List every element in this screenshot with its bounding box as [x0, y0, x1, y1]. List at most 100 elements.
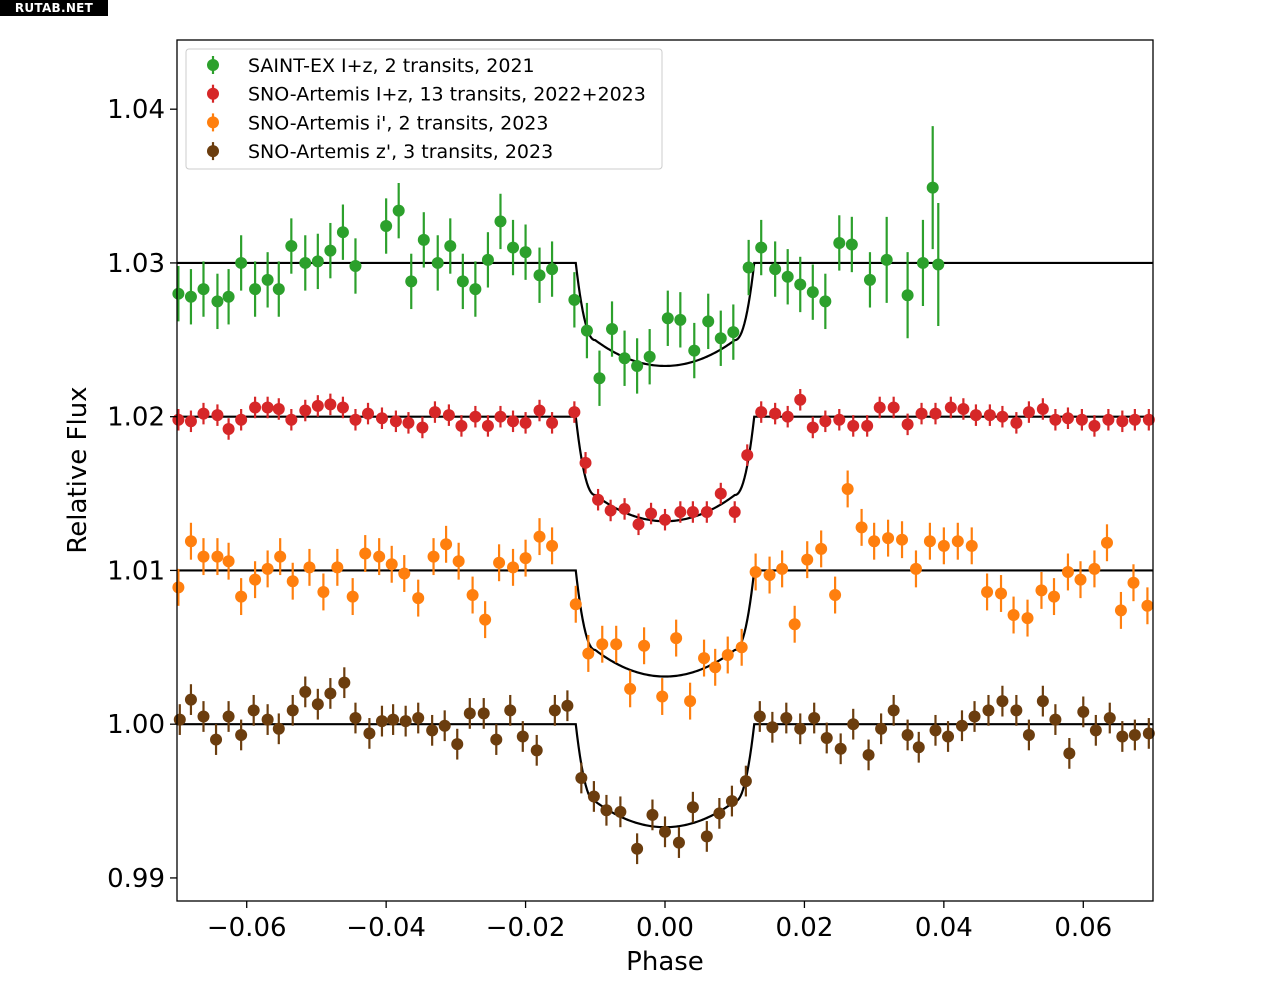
point-marker: [494, 410, 507, 423]
point-marker: [451, 738, 464, 751]
data-point: [727, 304, 740, 360]
point-marker: [896, 533, 909, 546]
point-marker: [714, 332, 727, 345]
data-point: [957, 398, 970, 420]
data-point: [222, 418, 235, 440]
point-marker: [735, 641, 748, 654]
point-marker: [656, 690, 669, 703]
legend-marker: [207, 145, 219, 158]
data-point: [769, 402, 782, 425]
point-marker: [197, 407, 210, 420]
data-point: [951, 522, 964, 560]
data-point: [172, 568, 185, 606]
point-marker: [519, 416, 532, 429]
data-point: [533, 399, 546, 422]
data-point: [901, 413, 914, 436]
point-marker: [968, 710, 981, 723]
data-point: [739, 765, 752, 797]
data-point: [299, 235, 312, 291]
data-point: [363, 718, 376, 749]
data-point: [659, 816, 671, 848]
data-point: [968, 701, 981, 732]
point-marker: [806, 421, 819, 434]
point-marker: [479, 613, 492, 626]
point-marker: [916, 256, 929, 269]
legend-marker: [207, 116, 219, 129]
point-marker: [915, 407, 928, 420]
point-marker: [1128, 728, 1141, 741]
data-point: [493, 544, 506, 582]
data-point: [604, 499, 617, 522]
point-marker: [1061, 412, 1074, 425]
data-point: [659, 508, 671, 531]
point-marker: [801, 553, 814, 566]
point-marker: [1103, 712, 1116, 725]
data-point: [272, 261, 285, 317]
point-marker: [375, 412, 388, 425]
data-point: [1036, 398, 1049, 420]
data-point: [788, 605, 801, 643]
point-marker: [969, 409, 982, 422]
point-marker: [604, 504, 617, 517]
data-point: [504, 694, 517, 726]
data-point: [261, 550, 274, 588]
data-point: [996, 405, 1009, 428]
data-point: [375, 705, 388, 737]
point-marker: [725, 795, 738, 808]
data-point: [834, 733, 847, 765]
data-point: [582, 635, 595, 672]
point-marker: [261, 713, 274, 726]
data-point: [1061, 553, 1074, 591]
data-point: [1022, 719, 1035, 751]
data-point: [533, 247, 546, 303]
point-marker: [481, 253, 494, 266]
data-point: [1142, 718, 1155, 749]
point-marker: [741, 449, 754, 462]
point-marker: [674, 506, 687, 519]
data-point: [1074, 561, 1087, 599]
point-marker: [684, 695, 697, 708]
data-point: [833, 409, 846, 431]
point-marker: [172, 413, 185, 426]
point-marker: [331, 561, 344, 574]
point-marker: [855, 521, 868, 534]
point-marker: [359, 547, 372, 560]
data-point: [311, 688, 324, 720]
point-marker: [184, 290, 197, 303]
data-point: [700, 501, 713, 523]
point-marker: [516, 730, 529, 743]
data-point: [901, 719, 914, 751]
point-marker: [324, 398, 337, 411]
point-marker: [530, 744, 543, 757]
point-marker: [624, 682, 637, 695]
data-point: [402, 412, 415, 434]
point-marker: [1048, 590, 1061, 603]
point-marker: [887, 704, 900, 717]
data-point: [983, 404, 996, 426]
point-marker: [490, 733, 503, 746]
point-marker: [338, 676, 351, 689]
point-marker: [659, 825, 671, 838]
data-point: [753, 701, 766, 732]
point-marker: [362, 407, 375, 420]
data-point: [184, 522, 197, 560]
point-marker: [197, 550, 210, 563]
point-marker: [1114, 604, 1127, 617]
data-point: [546, 241, 559, 297]
point-marker: [405, 275, 418, 288]
data-point: [674, 292, 687, 348]
point-marker: [951, 535, 964, 548]
model-curve-1: [177, 415, 1153, 523]
data-point: [349, 702, 362, 734]
data-point: [235, 235, 248, 291]
point-marker: [912, 741, 925, 754]
point-marker: [1074, 573, 1087, 586]
point-marker: [780, 712, 793, 725]
data-point: [1075, 409, 1088, 431]
point-marker: [349, 260, 362, 273]
data-point: [346, 578, 359, 616]
data-point: [548, 694, 561, 726]
point-marker: [587, 790, 600, 803]
data-point: [709, 648, 722, 686]
point-marker: [477, 707, 490, 720]
